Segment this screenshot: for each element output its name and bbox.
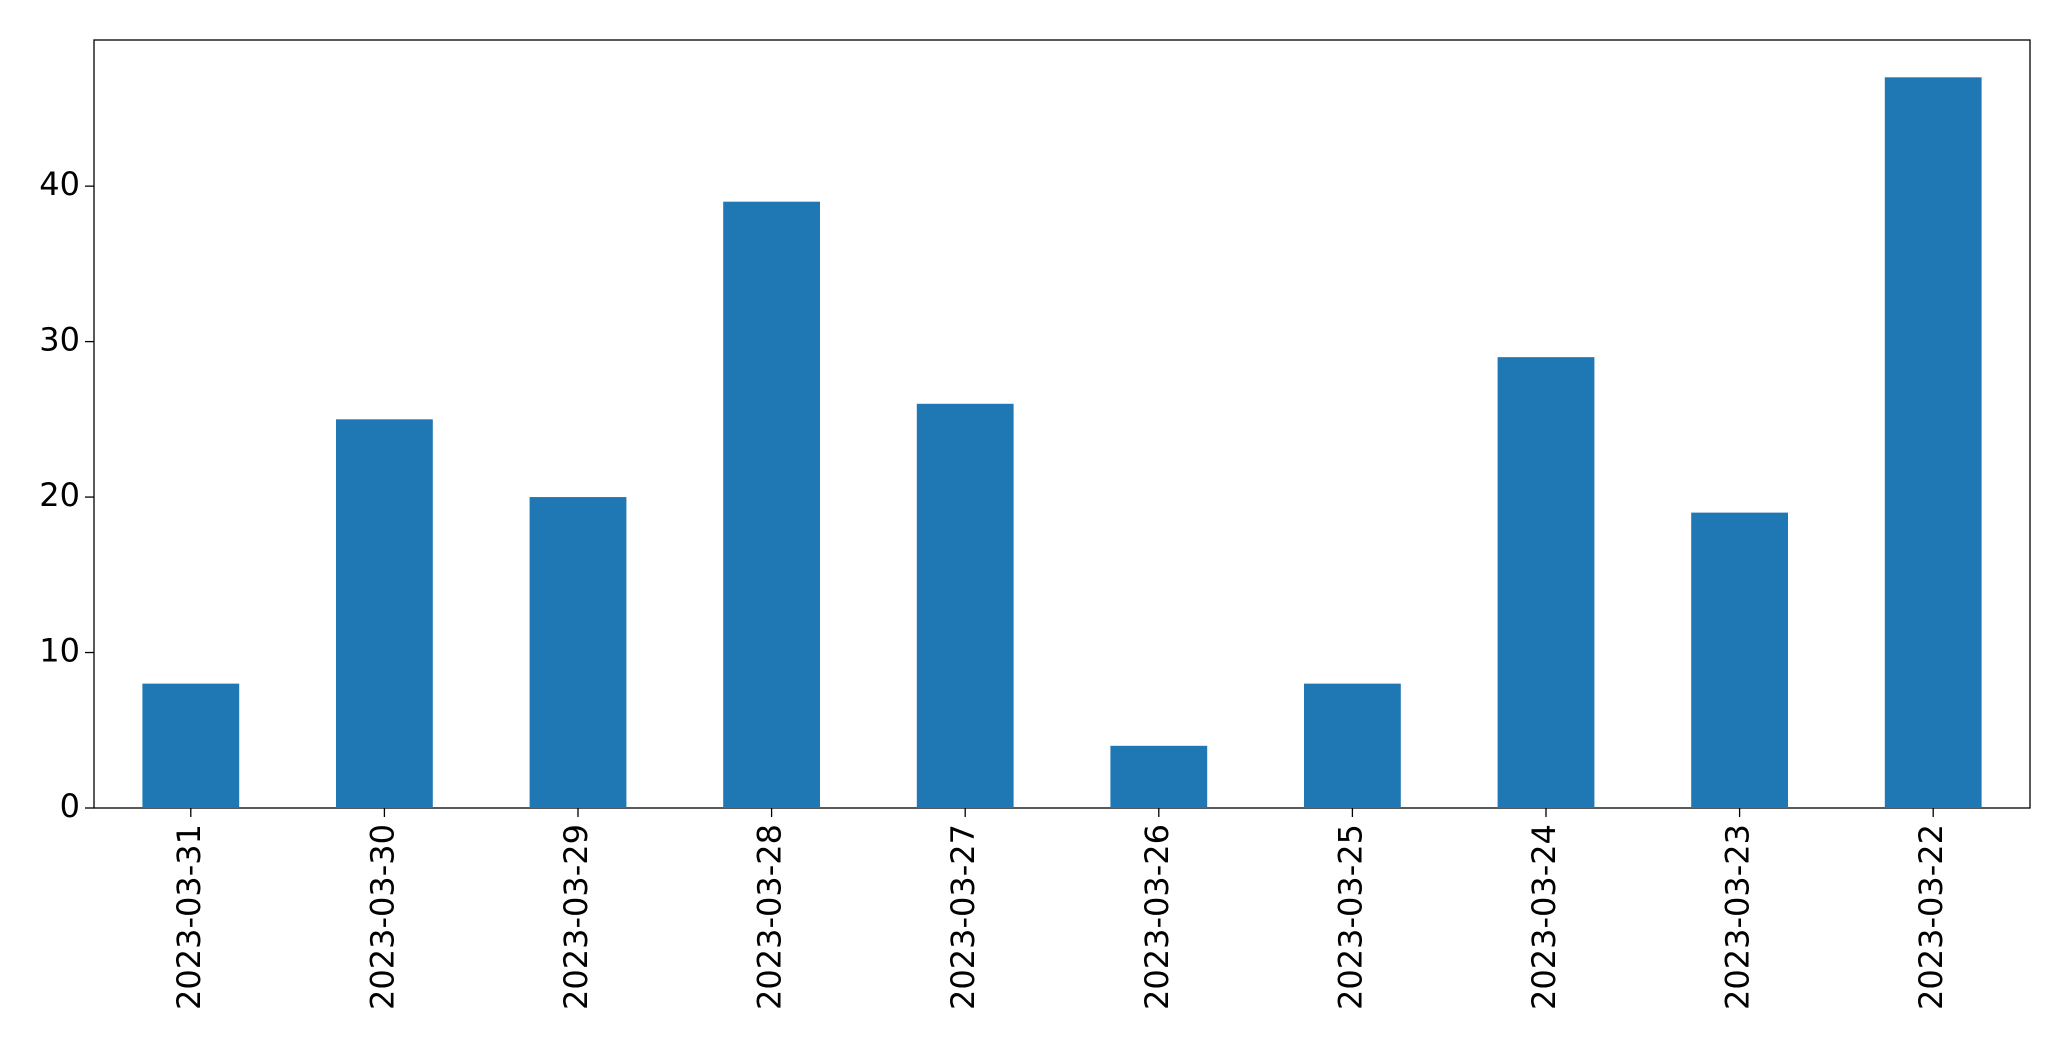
bar	[1304, 683, 1401, 808]
bar	[1110, 745, 1208, 808]
x-tick-label: 2023-03-25	[1331, 824, 1369, 1010]
x-tick-label: 2023-03-22	[1912, 824, 1950, 1010]
bar	[1497, 357, 1595, 808]
plot-frame	[93, 39, 2031, 809]
bar	[1691, 512, 1788, 808]
bar	[336, 419, 433, 808]
y-tick-label: 20	[39, 476, 80, 514]
x-tick-label: 2023-03-26	[1138, 824, 1176, 1010]
x-tick-label: 2023-03-27	[944, 824, 982, 1010]
bar	[1884, 77, 1982, 808]
x-tick-label: 2023-03-29	[557, 824, 595, 1010]
y-tick-label: 10	[39, 632, 80, 670]
x-tick-label: 2023-03-31	[170, 824, 208, 1010]
bar	[142, 683, 240, 808]
bar	[723, 201, 820, 808]
bar	[529, 497, 627, 808]
y-tick-label: 30	[39, 321, 80, 359]
x-tick-label: 2023-03-24	[1525, 824, 1563, 1010]
x-tick-label: 2023-03-23	[1719, 824, 1757, 1010]
x-tick-label: 2023-03-30	[363, 824, 401, 1010]
x-tick-label: 2023-03-28	[751, 824, 789, 1010]
y-tick-label: 0	[60, 787, 80, 825]
bar	[916, 403, 1014, 808]
y-tick-label: 40	[39, 165, 80, 203]
